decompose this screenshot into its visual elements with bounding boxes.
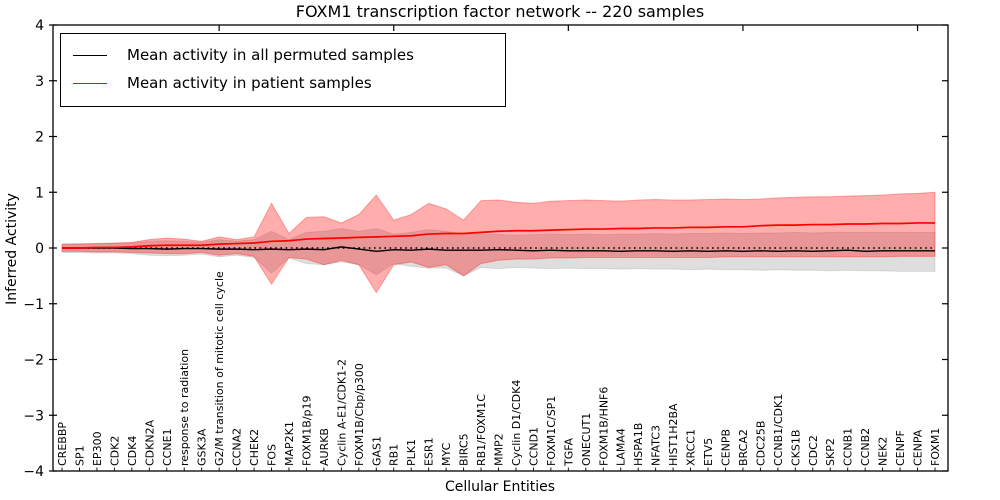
x-tick-label: NEK2 <box>877 437 890 466</box>
chart-title: FOXM1 transcription factor network -- 22… <box>295 2 705 21</box>
x-tick-label: CREBBP <box>56 422 69 466</box>
legend: Mean activity in all permuted samples Me… <box>60 33 506 107</box>
x-tick-label: NFATC3 <box>650 425 663 466</box>
x-tick-label: TGFA <box>562 437 575 467</box>
x-tick-label: RB1 <box>388 444 401 466</box>
x-tick-label: FOXM1B/p19 <box>300 395 313 466</box>
x-tick-label: response to radiation <box>178 349 191 466</box>
y-tick-label: −2 <box>23 353 44 369</box>
x-tick-label: RB1/FOXM1C <box>475 394 488 466</box>
x-tick-label: CCNA2 <box>231 428 244 466</box>
y-tick-label: −1 <box>23 297 44 313</box>
x-tick-label: CCND1 <box>527 427 540 466</box>
x-tick-label: CDK2 <box>108 436 121 466</box>
x-tick-label: CDKN2A <box>143 419 156 466</box>
x-tick-label: FOXM1B/HNF6 <box>597 387 610 466</box>
x-tick-label: BIRC5 <box>458 433 471 466</box>
x-tick-label: Cyclin A-E1/CDK1-2 <box>335 359 348 466</box>
x-tick-label: FOXM1B/Cbp/p300 <box>353 363 366 466</box>
x-tick-label: CDK4 <box>126 436 139 466</box>
x-tick-label: CKS1B <box>789 430 802 466</box>
permuted-mean-line <box>62 246 935 253</box>
x-tick-label: SKP2 <box>824 438 837 466</box>
x-tick-label: CDC2 <box>807 435 820 466</box>
x-tick-label: GSK3A <box>196 428 209 466</box>
x-tick-label: FOXM1 <box>929 428 942 466</box>
y-tick-label: −3 <box>23 408 44 424</box>
x-tick-label: FOXM1C/SP1 <box>545 396 558 466</box>
x-tick-label: LAMA4 <box>615 428 628 466</box>
y-tick-label: 3 <box>35 74 44 90</box>
x-tick-label: SP1 <box>73 445 86 466</box>
x-tick-label: MYC <box>440 442 453 466</box>
x-tick-label: HSPA1B <box>632 423 645 466</box>
patient-band <box>61 191 936 294</box>
x-tick-label: AURKB <box>318 428 331 466</box>
y-axis-label: Inferred Activity <box>4 193 20 305</box>
x-tick-label: FOS <box>266 444 279 466</box>
x-tick-label: ONECUT1 <box>580 413 593 466</box>
legend-entry-patient: Mean activity in patient samples <box>61 69 505 97</box>
x-tick-label: GAS1 <box>370 436 383 466</box>
x-tick-label: CDC25B <box>754 421 767 466</box>
x-tick-label: CCNE1 <box>161 428 174 466</box>
x-tick-label: BRCA2 <box>737 429 750 466</box>
x-tick-label: CCNB1/CDK1 <box>772 394 785 466</box>
x-tick-label: CENPA <box>912 429 925 466</box>
x-tick-label: Cyclin D1/CDK4 <box>510 380 523 466</box>
legend-label-patient: Mean activity in patient samples <box>127 74 372 92</box>
legend-label-permuted: Mean activity in all permuted samples <box>127 46 414 64</box>
x-tick-label: ETV5 <box>702 438 715 466</box>
x-tick-label: CENPF <box>894 430 907 466</box>
y-tick-label: 1 <box>35 185 44 201</box>
permuted-line-swatch <box>73 54 107 56</box>
y-tick-label: 4 <box>35 18 44 34</box>
x-tick-label: PLK1 <box>405 439 418 466</box>
x-tick-label: CCNB2 <box>859 428 872 466</box>
x-tick-label: HIST1H2BA <box>667 403 680 466</box>
y-tick-label: 2 <box>35 130 44 146</box>
x-tick-label: CENPB <box>719 429 732 466</box>
x-tick-label: G2/M transition of mitotic cell cycle <box>213 271 226 466</box>
x-tick-label: CHEK2 <box>248 429 261 466</box>
x-tick-label: MAP2K1 <box>283 421 296 466</box>
y-tick-label: 0 <box>35 241 44 257</box>
legend-entry-permuted: Mean activity in all permuted samples <box>61 41 505 69</box>
patient-mean-line <box>62 222 935 249</box>
x-tick-label: ESR1 <box>423 437 436 466</box>
x-tick-label: XRCC1 <box>685 429 698 466</box>
x-axis-label: Cellular Entities <box>444 479 556 495</box>
patient-line-swatch <box>73 82 107 84</box>
y-tick-label: −4 <box>23 464 44 480</box>
x-tick-label: MMP2 <box>493 433 506 466</box>
x-tick-label: EP300 <box>91 431 104 466</box>
x-tick-label: CCNB1 <box>842 428 855 466</box>
